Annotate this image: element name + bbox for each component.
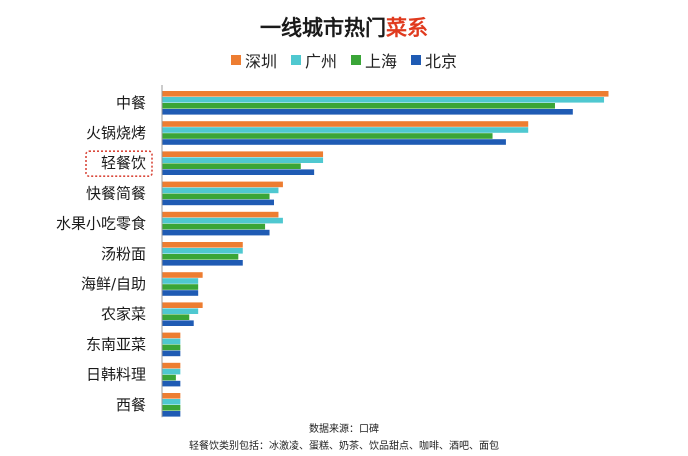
bar-6-1 — [162, 278, 199, 284]
bar-8-2 — [162, 344, 181, 351]
bar-6-0 — [162, 272, 203, 278]
bar-3-0 — [162, 181, 283, 188]
bar-2-0 — [162, 151, 324, 157]
bar-4-1 — [162, 217, 283, 224]
chart-title-highlight: 菜系 — [386, 16, 428, 40]
data-source-text: 数据来源：口碑 — [309, 424, 379, 435]
bar-9-2 — [162, 374, 176, 381]
bar-5-3 — [162, 260, 243, 266]
bar-6-3 — [162, 290, 199, 296]
chart-legend: 深圳 广州 上海 北京 — [0, 48, 688, 72]
bar-9-3 — [162, 380, 181, 387]
bar-9-0 — [162, 362, 181, 369]
bar-3-3 — [162, 199, 274, 206]
legend-label-2: 上海 — [365, 52, 398, 71]
bar-1-3 — [162, 139, 506, 145]
category-label-1: 火锅烧烤 — [86, 124, 146, 142]
bar-7-3 — [162, 320, 194, 326]
category-label-10: 西餐 — [116, 396, 146, 414]
bar-5-0 — [162, 242, 243, 248]
bar-7-0 — [162, 302, 203, 308]
legend-item-0: 深圳 — [230, 48, 277, 72]
legend-label-3: 北京 — [425, 52, 458, 71]
bar-7-2 — [162, 314, 190, 320]
bar-8-1 — [162, 338, 181, 345]
bar-10-2 — [162, 405, 181, 411]
bar-8-0 — [162, 332, 181, 339]
bar-6-2 — [162, 284, 199, 290]
category-label-9: 日韩料理 — [86, 366, 146, 384]
bar-0-2 — [162, 103, 555, 109]
legend-swatch-3 — [411, 55, 422, 65]
bar-10-3 — [162, 411, 181, 417]
bar-1-0 — [162, 121, 529, 127]
bar-2-3 — [162, 169, 315, 175]
bar-0-1 — [162, 97, 605, 103]
bar-5-1 — [162, 248, 243, 254]
bar-8-3 — [162, 350, 181, 357]
category-label-2: 轻餐饮 — [101, 154, 146, 172]
bar-2-2 — [162, 163, 301, 169]
category-label-8: 东南亚菜 — [86, 335, 146, 353]
category-label-7: 农家菜 — [101, 305, 146, 323]
bar-5-2 — [162, 254, 239, 260]
legend-item-1: 广州 — [290, 48, 337, 72]
chart-title-main: 一线城市热门 — [260, 16, 386, 40]
bar-10-0 — [162, 393, 181, 399]
category-label-4: 水果小吃零食 — [56, 215, 146, 233]
legend-item-2: 上海 — [351, 48, 397, 72]
bar-1-2 — [162, 133, 493, 139]
category-label-3: 快餐简餐 — [86, 184, 146, 202]
highlight-box — [85, 150, 153, 177]
bar-4-2 — [162, 223, 266, 230]
chart-title: 一线城市热门菜系 — [0, 12, 688, 42]
legend-label-0: 深圳 — [244, 52, 277, 71]
bar-4-3 — [162, 229, 270, 236]
legend-swatch-1 — [290, 55, 301, 65]
legend-swatch-2 — [351, 55, 361, 65]
category-label-6: 海鲜/自助 — [81, 275, 146, 293]
bar-2-1 — [162, 157, 324, 163]
legend-label-1: 广州 — [304, 52, 337, 71]
bar-3-2 — [162, 193, 270, 200]
bar-7-1 — [162, 308, 199, 314]
legend-item-3: 北京 — [411, 48, 457, 72]
bar-10-1 — [162, 399, 181, 405]
bar-1-1 — [162, 127, 529, 133]
category-note-text: 轻餐饮类别包括：冰激凌、蛋糕、奶茶、饮品甜点、咖啡、酒吧、面包 — [189, 441, 499, 452]
bar-4-0 — [162, 211, 279, 218]
category-label-5: 汤粉面 — [101, 245, 146, 263]
bar-0-3 — [162, 109, 573, 115]
bar-0-0 — [162, 91, 609, 97]
bar-9-1 — [162, 368, 181, 375]
bar-3-1 — [162, 187, 279, 194]
category-label-0: 中餐 — [116, 94, 146, 112]
legend-swatch-0 — [230, 55, 241, 65]
